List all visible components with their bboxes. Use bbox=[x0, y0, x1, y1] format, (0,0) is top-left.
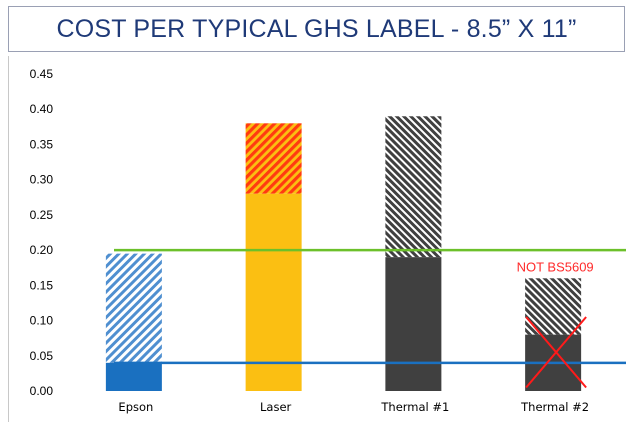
bars bbox=[105, 116, 582, 391]
y-tick-label: 0.30 bbox=[30, 173, 54, 187]
chart-title: COST PER TYPICAL GHS LABEL - 8.5” X 11” bbox=[56, 14, 577, 43]
y-tick-label: 0.00 bbox=[30, 384, 54, 398]
y-tick-label: 0.45 bbox=[30, 67, 54, 81]
y-tick-label: 0.40 bbox=[30, 102, 54, 116]
y-tick-label: 0.35 bbox=[30, 137, 54, 151]
reference-lines bbox=[114, 248, 626, 365]
bar-solid-thermal-1 bbox=[385, 257, 442, 391]
x-category-label: Laser bbox=[260, 400, 292, 414]
cross-out-line bbox=[525, 316, 587, 389]
y-axis-ticks: 0.00 0.05 0.10 0.15 0.20 0.25 0.30 0.35 0.40 0.45 bbox=[30, 67, 54, 398]
x-category-label: Epson bbox=[118, 400, 153, 414]
chart-title-box: COST PER TYPICAL GHS LABEL - 8.5” X 11” bbox=[8, 6, 625, 52]
y-tick-label: 0.10 bbox=[30, 314, 54, 328]
chart-frame: 0.00 0.05 0.10 0.15 0.20 0.25 0.30 0.35 0.40 0.45… bbox=[8, 56, 626, 422]
y-tick-label: 0.05 bbox=[30, 349, 54, 363]
bar-solid-epson bbox=[105, 362, 162, 391]
annotation-not-bs5609: NOT BS5609 bbox=[517, 260, 594, 275]
bar-hatched-epson bbox=[105, 253, 162, 363]
y-tick-label: 0.25 bbox=[30, 208, 54, 222]
bar-hatched-thermal-2 bbox=[525, 278, 582, 335]
y-tick-label: 0.20 bbox=[30, 243, 54, 257]
x-category-label: Thermal #1 bbox=[380, 400, 449, 414]
x-axis-labels: Epson Laser Thermal #1 Thermal #2 bbox=[118, 400, 589, 414]
x-category-label: Thermal #2 bbox=[520, 400, 589, 414]
bar-chart: 0.00 0.05 0.10 0.15 0.20 0.25 0.30 0.35 0.40 0.45… bbox=[30, 67, 626, 414]
y-tick-label: 0.15 bbox=[30, 278, 54, 292]
bar-hatched-laser bbox=[245, 123, 302, 194]
bar-hatched-thermal-1 bbox=[385, 116, 442, 258]
annotations: NOT BS5609 bbox=[517, 260, 594, 389]
bar-solid-laser bbox=[245, 193, 302, 391]
